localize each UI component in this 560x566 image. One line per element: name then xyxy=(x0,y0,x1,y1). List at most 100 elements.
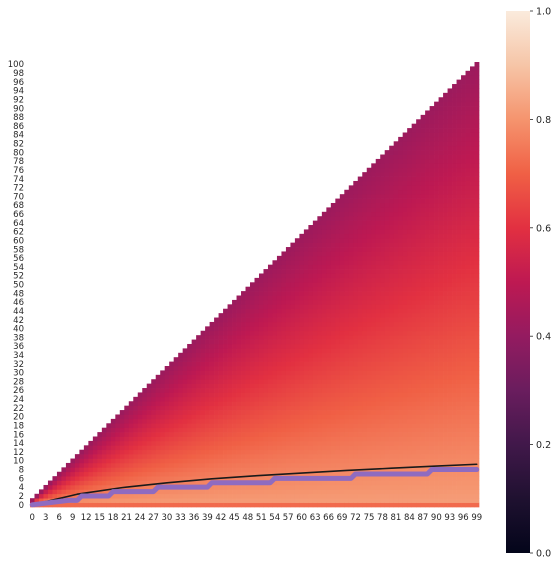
heatmap-cell xyxy=(245,299,251,305)
heatmap-cell xyxy=(241,396,246,402)
heatmap-cell xyxy=(200,449,206,455)
heatmap-cell xyxy=(137,471,143,477)
heatmap-cell xyxy=(124,476,130,481)
heatmap-cell xyxy=(101,480,107,486)
heatmap-cell xyxy=(110,493,116,499)
heatmap-cell xyxy=(119,480,125,486)
heatmap-cell xyxy=(258,321,264,327)
heatmap-cell xyxy=(276,401,282,407)
heatmap-cell xyxy=(272,392,278,398)
heatmap-cell xyxy=(299,480,305,486)
heatmap-cell xyxy=(263,330,269,336)
heatmap-cell xyxy=(272,489,278,495)
heatmap-cell xyxy=(393,247,399,252)
heatmap-cell xyxy=(232,339,237,345)
heatmap-cell xyxy=(285,321,291,327)
heatmap-cell xyxy=(276,449,282,455)
heatmap-cell xyxy=(294,427,300,433)
heatmap-cell xyxy=(348,308,354,314)
heatmap-cell xyxy=(299,343,305,349)
heatmap-cell xyxy=(330,291,336,296)
heatmap-cell xyxy=(447,370,453,376)
heatmap-cell xyxy=(402,502,408,508)
heatmap-cell xyxy=(393,211,399,217)
heatmap-cell xyxy=(461,484,466,490)
heatmap-cell xyxy=(375,427,381,433)
heatmap-cell xyxy=(465,88,471,94)
heatmap-cell xyxy=(452,110,457,116)
heatmap-cell xyxy=(151,392,157,398)
heatmap-cell xyxy=(398,154,404,160)
heatmap-cell xyxy=(416,158,421,164)
heatmap-cell xyxy=(258,366,264,371)
heatmap-cell xyxy=(447,317,453,323)
heatmap-cell xyxy=(209,423,215,429)
heatmap-cell xyxy=(299,348,305,354)
heatmap-cell xyxy=(407,498,412,503)
heatmap-cell xyxy=(142,462,148,468)
heatmap-cell xyxy=(411,410,417,415)
heatmap-cell xyxy=(299,282,305,288)
heatmap-cell xyxy=(187,462,192,468)
heatmap-cell xyxy=(353,335,359,340)
heatmap-cell xyxy=(398,260,404,266)
heatmap-cell xyxy=(294,260,300,266)
heatmap-cell xyxy=(434,110,439,116)
heatmap-cell xyxy=(456,106,462,111)
heatmap-cell xyxy=(456,498,462,503)
heatmap-cell xyxy=(461,282,466,288)
heatmap-cell xyxy=(241,326,246,332)
heatmap-cell xyxy=(357,211,363,217)
heatmap-cell xyxy=(169,467,175,473)
heatmap-cell xyxy=(339,260,345,266)
heatmap-cell xyxy=(344,251,350,257)
heatmap-cell xyxy=(398,383,404,389)
heatmap-cell xyxy=(371,449,377,455)
heatmap-cell xyxy=(335,313,341,318)
heatmap-cell xyxy=(465,392,471,398)
heatmap-cell xyxy=(375,189,381,195)
heatmap-cell xyxy=(258,436,264,442)
heatmap-cell xyxy=(465,167,471,173)
heatmap-cell xyxy=(416,321,421,327)
heatmap-cell xyxy=(407,348,412,354)
heatmap-cell xyxy=(241,330,246,336)
heatmap-cell xyxy=(267,489,273,495)
heatmap-cell xyxy=(317,471,323,477)
heatmap-cell xyxy=(339,383,345,389)
heatmap-cell xyxy=(326,348,332,354)
heatmap-cell xyxy=(74,480,80,486)
heatmap-cell xyxy=(461,449,466,455)
heatmap-cell xyxy=(452,445,457,451)
heatmap-cell xyxy=(124,432,130,437)
heatmap-cell xyxy=(330,202,336,208)
heatmap-cell xyxy=(393,388,399,393)
heatmap-cell xyxy=(151,414,157,420)
heatmap-cell xyxy=(380,427,386,433)
heatmap-cell xyxy=(290,423,296,429)
heatmap-cell xyxy=(250,467,255,473)
heatmap-cell xyxy=(420,418,426,424)
heatmap-cell xyxy=(209,339,215,345)
heatmap-cell xyxy=(398,225,404,230)
heatmap-cell xyxy=(133,454,139,459)
heatmap-cell xyxy=(362,458,368,464)
heatmap-cell xyxy=(70,462,76,468)
heatmap-cell xyxy=(321,308,327,314)
heatmap-cell xyxy=(281,295,287,301)
heatmap-cell xyxy=(178,379,184,384)
heatmap-cell xyxy=(330,255,336,261)
heatmap-cell xyxy=(411,251,417,257)
heatmap-cell xyxy=(146,427,152,433)
heatmap-cell xyxy=(348,220,354,226)
heatmap-cell xyxy=(425,225,430,230)
heatmap-cell xyxy=(407,189,412,195)
heatmap-cell xyxy=(308,383,314,389)
heatmap-cell xyxy=(447,233,453,239)
heatmap-cell xyxy=(384,185,390,191)
heatmap-cell xyxy=(353,299,359,305)
heatmap-cell xyxy=(303,304,309,310)
heatmap-cell xyxy=(353,480,359,486)
heatmap-cell xyxy=(371,335,377,340)
heatmap-cell xyxy=(344,383,350,389)
